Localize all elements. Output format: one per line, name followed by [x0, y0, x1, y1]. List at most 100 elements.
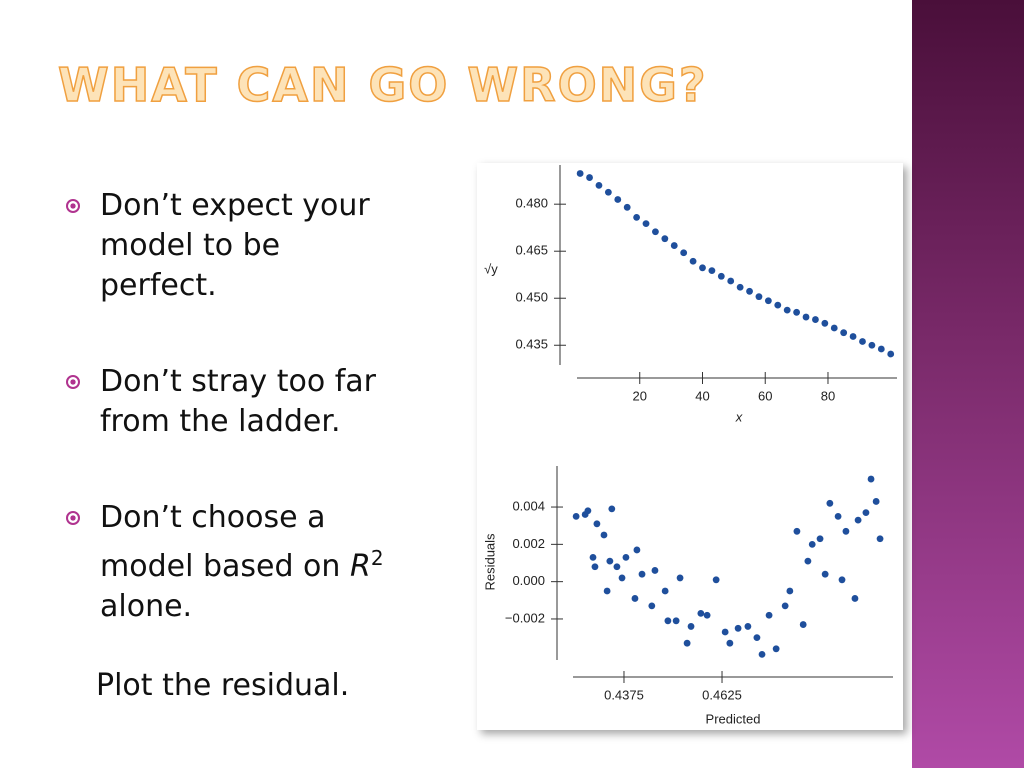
y-tick-label: 0.000 [512, 573, 545, 588]
point [600, 531, 608, 539]
point [703, 611, 711, 619]
point [606, 557, 614, 565]
point [638, 570, 646, 578]
point [834, 512, 842, 520]
point [859, 338, 866, 345]
x-tick-label: 0.4625 [702, 687, 742, 702]
text: alone. [100, 589, 193, 624]
point [595, 181, 603, 189]
point [840, 329, 848, 337]
point [765, 611, 773, 619]
side-strip [912, 0, 1024, 768]
point [661, 235, 669, 243]
point [753, 634, 761, 642]
point [812, 316, 819, 323]
point [830, 324, 838, 332]
point [642, 220, 650, 228]
point [802, 313, 810, 321]
text: R [349, 549, 371, 584]
y-axis-label: Residuals [482, 533, 497, 591]
point [680, 249, 688, 257]
point [736, 283, 744, 291]
point [699, 264, 706, 272]
point [726, 639, 734, 647]
point [783, 306, 791, 314]
point [851, 595, 859, 602]
point [584, 507, 592, 515]
x-tick-label: 60 [758, 388, 772, 403]
point [808, 540, 816, 548]
point [781, 602, 789, 610]
point [631, 595, 639, 602]
y-tick-label: 0.435 [515, 337, 548, 352]
note: Plot the residual. [96, 668, 350, 703]
point [727, 277, 735, 285]
point [712, 576, 720, 584]
point [608, 505, 616, 513]
point [676, 574, 684, 582]
point [793, 527, 801, 535]
point [689, 257, 697, 265]
point [872, 498, 880, 505]
point [661, 587, 669, 595]
x-tick-label: 40 [695, 388, 709, 403]
point [717, 272, 725, 280]
x-tick-label: 0.4375 [604, 687, 644, 702]
point [589, 554, 597, 561]
point [613, 563, 621, 571]
point [744, 623, 752, 630]
text: Don’t choose a model based on [100, 500, 350, 584]
y-tick-label: 0.465 [515, 243, 548, 258]
bullet: Don’t choose a model based on R2 alone. [62, 498, 392, 627]
point [664, 617, 672, 625]
point [734, 624, 742, 632]
point [648, 602, 656, 610]
slide-title: WHAT CAN GO WRONG? [57, 57, 708, 113]
y-tick-label: −0.002 [505, 610, 545, 625]
point [816, 535, 824, 543]
point [683, 639, 691, 647]
point [758, 651, 766, 658]
y-tick-label: 0.480 [515, 196, 548, 211]
point [591, 563, 599, 571]
x-axis-label: x [735, 409, 743, 424]
point [652, 228, 659, 236]
point [670, 242, 678, 249]
point [854, 516, 862, 524]
point [687, 623, 695, 630]
point [708, 267, 716, 275]
point [849, 333, 857, 340]
point [821, 570, 829, 578]
x-tick-label: 80 [821, 388, 835, 403]
point [867, 475, 875, 483]
point [697, 609, 705, 617]
y-axis-label: √y [484, 261, 498, 276]
point [614, 196, 622, 203]
y-tick-label: 0.450 [515, 290, 548, 305]
point [623, 203, 631, 211]
bullet-list: Don’t expect your model to be perfect. D… [62, 186, 392, 683]
point [862, 509, 870, 517]
x-tick-label: 20 [633, 388, 647, 403]
point [868, 341, 876, 349]
point [672, 617, 680, 625]
bullet: Don’t expect your model to be perfect. [62, 186, 392, 306]
point [764, 297, 772, 305]
point [603, 587, 611, 595]
point [746, 287, 753, 295]
point [826, 499, 834, 507]
point [604, 188, 612, 196]
point [877, 345, 885, 353]
point [821, 319, 829, 327]
point [786, 587, 794, 595]
point [576, 170, 584, 177]
point [799, 621, 807, 628]
y-tick-label: 0.004 [512, 498, 545, 513]
point [774, 301, 782, 309]
point [876, 535, 884, 543]
point [721, 628, 729, 636]
point [572, 512, 580, 520]
point [887, 350, 895, 358]
y-tick-label: 0.002 [512, 536, 545, 551]
